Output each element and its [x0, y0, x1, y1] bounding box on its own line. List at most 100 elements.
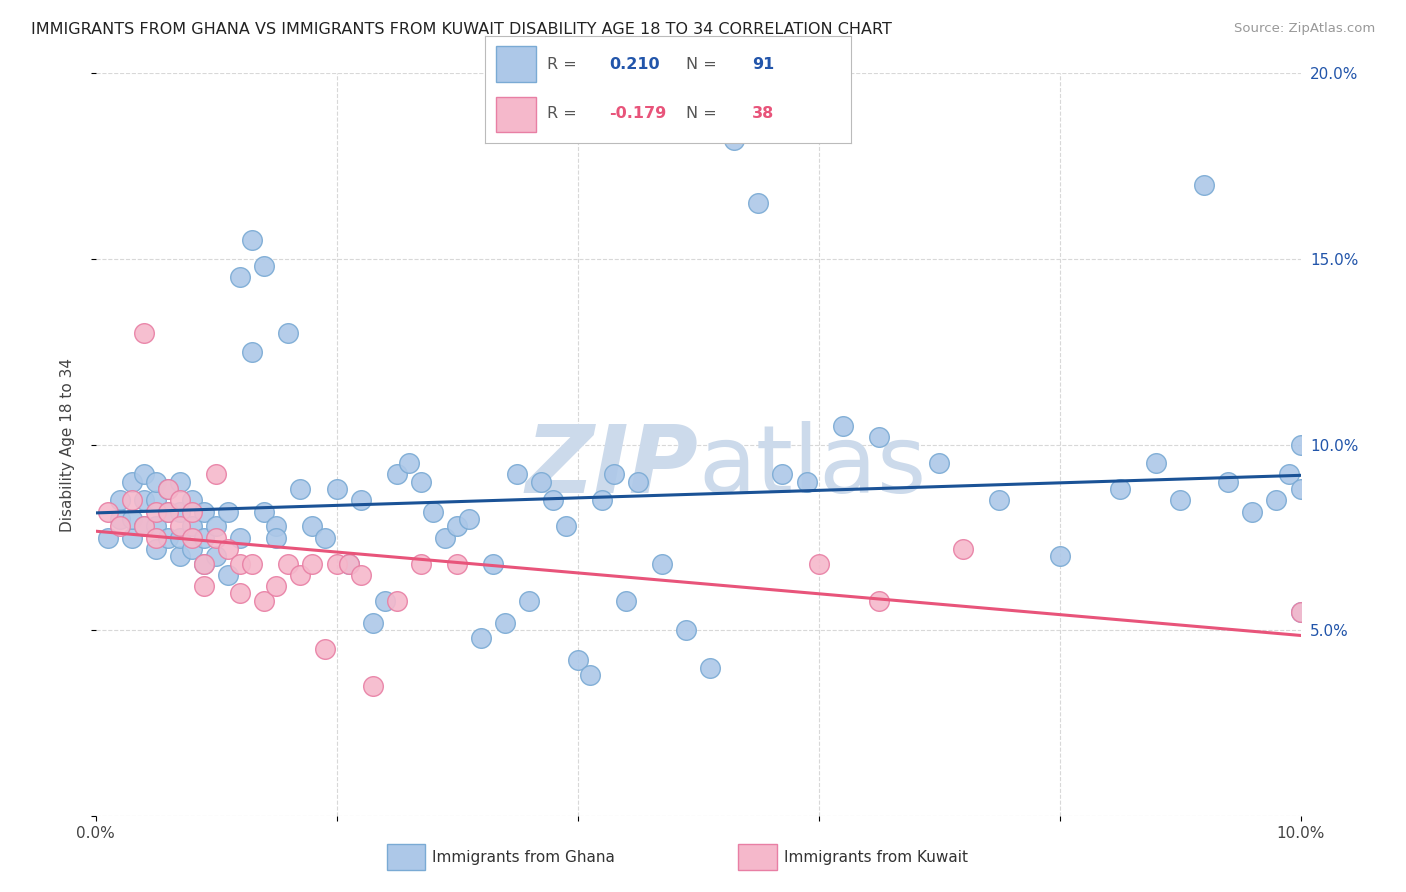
- Point: [217, 541, 239, 556]
- Text: 91: 91: [752, 57, 775, 72]
- Point: [156, 531, 179, 545]
- Bar: [738, 844, 778, 871]
- Point: [723, 133, 745, 147]
- Point: [325, 482, 347, 496]
- Text: Immigrants from Ghana: Immigrants from Ghana: [433, 850, 616, 864]
- Point: [1265, 493, 1288, 508]
- Point: [145, 493, 167, 508]
- Point: [952, 541, 974, 556]
- Point: [169, 475, 191, 489]
- Text: Source: ZipAtlas.com: Source: ZipAtlas.com: [1234, 22, 1375, 36]
- Point: [253, 504, 276, 518]
- Point: [277, 557, 299, 571]
- Point: [807, 557, 830, 571]
- Point: [229, 270, 252, 285]
- Point: [458, 512, 481, 526]
- Point: [1049, 549, 1071, 563]
- Point: [217, 567, 239, 582]
- Point: [337, 557, 360, 571]
- Point: [398, 456, 420, 470]
- Point: [290, 567, 312, 582]
- Point: [181, 519, 204, 533]
- Bar: [387, 844, 425, 871]
- Point: [482, 557, 505, 571]
- Point: [205, 531, 228, 545]
- Point: [506, 467, 529, 482]
- Text: IMMIGRANTS FROM GHANA VS IMMIGRANTS FROM KUWAIT DISABILITY AGE 18 TO 34 CORRELAT: IMMIGRANTS FROM GHANA VS IMMIGRANTS FROM…: [31, 22, 891, 37]
- Point: [530, 475, 553, 489]
- Point: [169, 531, 191, 545]
- Point: [314, 531, 336, 545]
- Point: [181, 531, 204, 545]
- Point: [409, 557, 432, 571]
- Point: [988, 493, 1011, 508]
- Point: [1108, 482, 1130, 496]
- Point: [770, 467, 793, 482]
- Text: R =: R =: [547, 57, 582, 72]
- Text: 0.210: 0.210: [609, 57, 659, 72]
- Point: [121, 493, 143, 508]
- Point: [193, 557, 215, 571]
- Point: [132, 493, 155, 508]
- Point: [1144, 456, 1167, 470]
- Point: [1289, 605, 1312, 619]
- Point: [675, 624, 697, 638]
- Point: [325, 557, 347, 571]
- Point: [567, 653, 589, 667]
- Point: [434, 531, 457, 545]
- Point: [205, 519, 228, 533]
- Text: N =: N =: [686, 57, 723, 72]
- Point: [699, 660, 721, 674]
- Point: [240, 557, 263, 571]
- Point: [217, 504, 239, 518]
- Point: [831, 419, 853, 434]
- Point: [385, 593, 408, 607]
- Point: [156, 504, 179, 518]
- Text: ZIP: ZIP: [526, 421, 697, 513]
- Point: [97, 504, 120, 518]
- Point: [1289, 482, 1312, 496]
- Point: [1241, 504, 1264, 518]
- Point: [554, 519, 576, 533]
- Point: [747, 196, 769, 211]
- Point: [543, 493, 565, 508]
- Point: [591, 493, 613, 508]
- Point: [1289, 438, 1312, 452]
- Point: [578, 668, 600, 682]
- Point: [121, 531, 143, 545]
- Point: [169, 549, 191, 563]
- Point: [385, 467, 408, 482]
- Point: [193, 504, 215, 518]
- Point: [121, 475, 143, 489]
- Point: [361, 679, 384, 693]
- Point: [145, 541, 167, 556]
- Point: [253, 260, 276, 274]
- Text: 38: 38: [752, 106, 775, 121]
- Point: [229, 586, 252, 600]
- Point: [519, 593, 541, 607]
- Y-axis label: Disability Age 18 to 34: Disability Age 18 to 34: [60, 358, 75, 532]
- Point: [868, 593, 890, 607]
- Point: [229, 557, 252, 571]
- Point: [1289, 605, 1312, 619]
- Point: [97, 531, 120, 545]
- Point: [494, 615, 516, 630]
- Point: [108, 493, 131, 508]
- Bar: [496, 46, 536, 82]
- Point: [193, 579, 215, 593]
- Point: [145, 531, 167, 545]
- Point: [796, 475, 818, 489]
- Point: [132, 326, 155, 341]
- Point: [374, 593, 396, 607]
- Point: [290, 482, 312, 496]
- Point: [350, 567, 373, 582]
- Point: [314, 642, 336, 657]
- Point: [446, 557, 468, 571]
- Point: [240, 344, 263, 359]
- Point: [156, 504, 179, 518]
- Point: [205, 467, 228, 482]
- Point: [928, 456, 950, 470]
- Point: [1277, 467, 1299, 482]
- Point: [156, 482, 179, 496]
- Point: [121, 512, 143, 526]
